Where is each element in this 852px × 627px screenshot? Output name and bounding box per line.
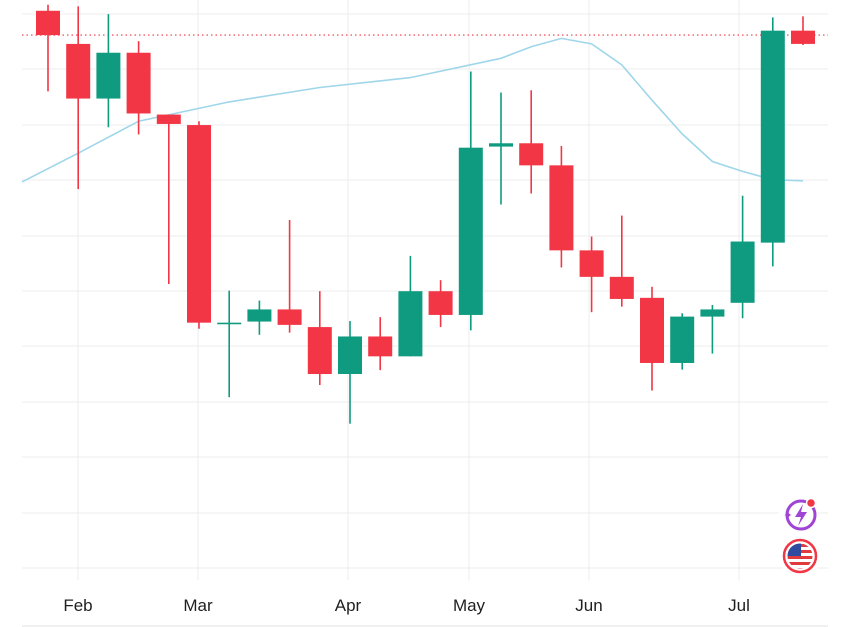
candle xyxy=(217,290,242,398)
us-flag-icon xyxy=(780,536,820,581)
candle xyxy=(126,41,151,135)
moving-average-line xyxy=(21,37,804,183)
candle xyxy=(156,114,181,285)
candle-body xyxy=(36,10,60,36)
x-axis-ticks: Feb Mar Apr May Jun Jul xyxy=(63,596,750,615)
candle xyxy=(338,321,362,424)
x-tick-label: Mar xyxy=(183,596,213,615)
candle-body xyxy=(368,336,393,357)
ai-assistant-button[interactable] xyxy=(778,497,818,537)
candle xyxy=(458,71,483,331)
candle-body xyxy=(277,309,302,325)
candle-body xyxy=(458,147,483,315)
candle-body xyxy=(217,322,242,325)
region-flag-button[interactable] xyxy=(780,538,820,578)
candle xyxy=(791,16,815,46)
candle-body xyxy=(187,125,211,323)
candle-body xyxy=(640,297,664,363)
candle xyxy=(66,6,91,190)
candle-body xyxy=(549,165,574,251)
candle xyxy=(247,300,272,335)
x-tick-label: Apr xyxy=(335,596,362,615)
candle xyxy=(428,280,453,328)
candle-body xyxy=(247,309,272,322)
x-tick-label: Feb xyxy=(63,596,92,615)
candle-body xyxy=(670,316,695,363)
candle xyxy=(368,317,393,371)
candle xyxy=(760,17,785,267)
candle xyxy=(96,14,121,128)
candle-body xyxy=(791,30,815,44)
sparkle-lightning-icon xyxy=(776,493,820,542)
candle xyxy=(307,291,332,386)
candle-body xyxy=(307,327,332,375)
candle-body xyxy=(609,276,634,299)
candle-body xyxy=(519,143,544,166)
candle-body xyxy=(338,336,362,375)
candle-body xyxy=(156,114,181,124)
candle xyxy=(549,146,574,268)
candle xyxy=(579,236,604,313)
candle xyxy=(489,92,513,205)
candle-body xyxy=(579,250,604,277)
candle-body xyxy=(126,52,151,114)
x-tick-label: Jul xyxy=(728,596,750,615)
candle xyxy=(398,255,423,357)
candle xyxy=(519,90,544,194)
candle-body xyxy=(96,52,121,99)
candle-body xyxy=(760,30,785,243)
moving-average-series xyxy=(21,37,804,183)
candle xyxy=(700,305,725,354)
candles xyxy=(36,4,815,424)
candle-body xyxy=(428,291,453,315)
candle xyxy=(36,4,60,92)
candle xyxy=(609,215,634,307)
candle xyxy=(277,220,302,333)
candle xyxy=(640,286,664,391)
candle-body xyxy=(398,291,423,357)
candle-body xyxy=(66,43,91,99)
candle xyxy=(730,195,755,319)
candle-body xyxy=(730,241,755,303)
candle-body xyxy=(489,143,513,147)
x-tick-label: Jun xyxy=(575,596,602,615)
candle xyxy=(187,121,211,329)
x-tick-label: May xyxy=(453,596,486,615)
candle-body xyxy=(700,309,725,317)
candle xyxy=(670,313,695,370)
